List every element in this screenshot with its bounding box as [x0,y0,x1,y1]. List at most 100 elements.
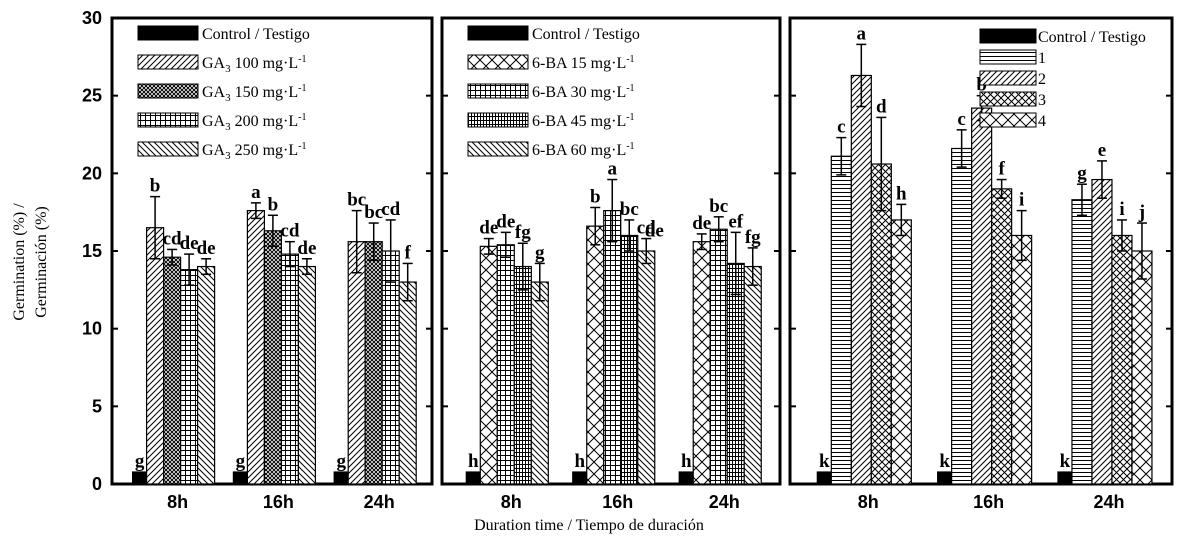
bar [709,228,728,485]
significance-letter: fg [745,227,761,248]
x-tick-label: 24h [364,492,395,512]
significance-letter: cd [280,221,299,242]
legend-swatch [467,25,529,41]
legend-label: 6-BA 15 mg·L-1 [532,54,635,72]
x-tick-label: 24h [1093,492,1124,512]
bar [146,227,165,485]
legend: Control / Testigo 6-BA 15 mg·L-1 6-BA 30 m… [467,25,640,159]
legend-swatch [467,83,529,99]
significance-letter: bc [364,202,383,223]
bar [1057,471,1073,485]
y-tick-label: 30 [82,8,102,28]
legend-label: Control / Testigo [1038,29,1146,46]
significance-letter: de [297,238,316,259]
bar [479,245,498,485]
significance-letter: a [608,159,618,180]
significance-letter: g [236,451,246,472]
bar [937,471,953,485]
bar [263,230,282,485]
significance-letter: de [496,211,515,232]
significance-letter: ef [728,211,743,232]
bar [333,471,349,485]
significance-letter: k [939,451,950,472]
legend-label: 1 [1038,50,1046,67]
significance-letter: cd [163,228,182,249]
significance-letter: b [590,187,601,208]
bar [246,210,265,485]
legend-swatch [979,91,1037,107]
bar [1111,234,1133,485]
legend: Control / Testigo GA3 100 mg·L-1 GA3 150 m… [137,25,310,162]
bar [603,210,622,485]
bar [692,241,711,485]
bar [678,471,694,485]
significance-letter: g [135,451,145,472]
legend-swatch [137,54,199,70]
bar [1091,178,1113,485]
significance-letter: bc [709,196,728,217]
significance-letter: h [681,451,692,472]
significance-letter: fg [515,222,531,243]
bar [951,147,973,485]
bar [890,219,912,485]
legend-swatch [137,141,199,157]
legend-label: Control / Testigo [202,26,310,43]
bar [513,265,532,485]
bar [197,265,216,485]
legend-label: GA3 100 mg·L-1 [202,54,307,75]
significance-letter: h [468,451,479,472]
significance-letter: e [1098,140,1106,161]
significance-letter: de [692,213,711,234]
bar [297,265,316,485]
bar [465,471,481,485]
bar [870,163,892,485]
legend-label: Control / Testigo [532,26,640,43]
legend-label: GA3 150 mg·L-1 [202,83,307,104]
legend-swatch [979,49,1037,65]
panel-1: 0510152025308hgbcddede16hgabcdde24hgbcbc… [82,8,434,512]
y-tick-label: 10 [82,319,102,339]
bar [991,188,1013,485]
legend: Control / Testigo 1 2 3 4 [979,28,1146,130]
panel-2: 8hhdedefgg16hhbabccd24hhdebceffgdeContro… [440,16,782,512]
significance-letter: f [998,159,1005,180]
significance-letter: de [180,233,199,254]
legend-label: 4 [1038,113,1046,130]
significance-letter: b [268,194,279,215]
significance-letter: bc [620,199,639,220]
significance-letter: d [876,96,887,117]
legend-swatch [137,112,199,128]
significance-letter: c [957,109,965,130]
significance-letter: k [819,451,830,472]
significance-letter: g [535,242,545,263]
bar [1131,250,1153,485]
y-axis-title-line2: Germinación (%) [33,206,50,318]
x-tick-label: 16h [263,492,294,512]
bar [280,253,299,485]
significance-letter: cd [381,199,400,220]
bar [381,250,400,485]
bar [850,74,872,485]
y-tick-label: 0 [92,474,102,494]
legend-swatch [467,54,529,70]
bar [530,281,549,485]
bar [132,471,148,485]
x-tick-label: 8h [501,492,522,512]
y-axis-title-line1: Germination (%) / [11,203,28,321]
significance-letter: c [837,117,845,138]
bar [743,265,762,485]
y-tick-label: 15 [82,241,102,261]
legend-swatch [467,141,529,157]
bar [726,262,745,485]
bar [180,269,199,485]
bar [816,471,832,485]
significance-letter: de [645,221,664,242]
legend-swatch [137,83,199,99]
bar [1071,199,1093,485]
x-tick-label: 8h [167,492,188,512]
significance-letter: bc [347,190,366,211]
legend-swatch [979,28,1037,44]
bar [232,471,248,485]
significance-letter: a [857,23,867,44]
